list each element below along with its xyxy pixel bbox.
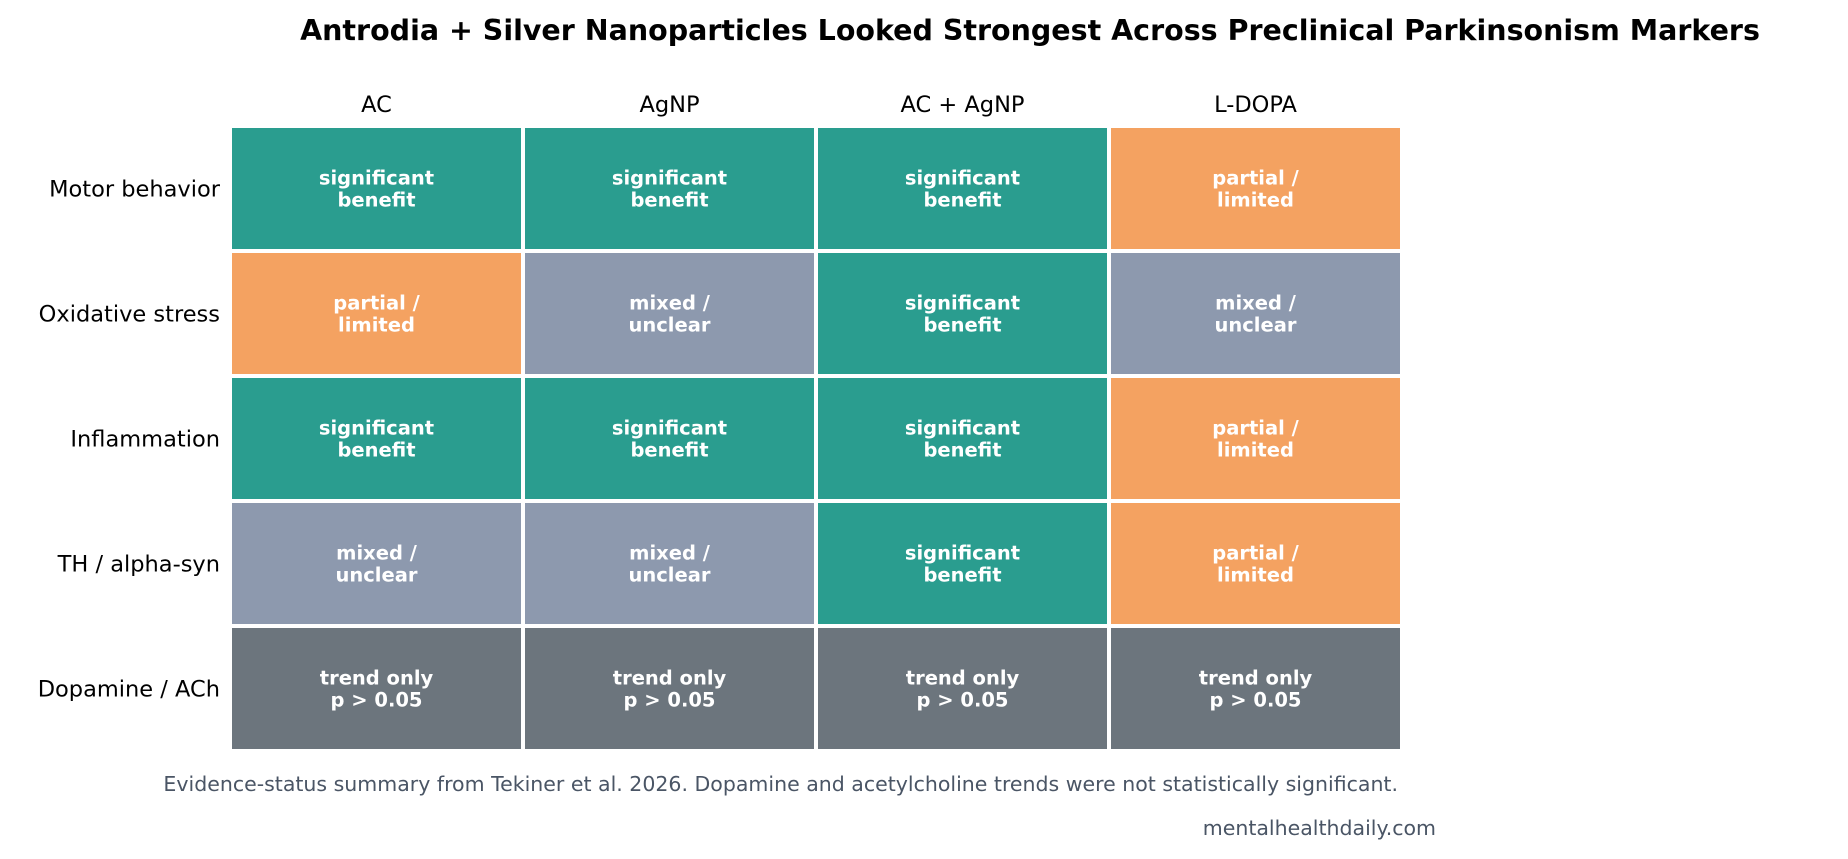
cell-label: trend only p > 0.05: [320, 667, 434, 712]
column-labels: AC AgNP AC + AgNP L-DOPA: [361, 92, 1297, 118]
cell-label: significant benefit: [319, 417, 434, 462]
chart-title: Antrodia + Silver Nanoparticles Looked S…: [300, 14, 1760, 47]
cell-label: significant benefit: [905, 542, 1020, 587]
cell-label: mixed / unclear: [1214, 292, 1296, 337]
heatmap-cell: [232, 628, 521, 749]
row-label: Inflammation: [70, 427, 220, 453]
heatmap-cell: [818, 378, 1107, 499]
heatmap-cell: [232, 503, 521, 624]
cell-label: partial / limited: [1212, 167, 1299, 212]
row-label: TH / alpha-syn: [57, 552, 220, 578]
cell-label: mixed / unclear: [628, 292, 710, 337]
cell-label: significant benefit: [905, 417, 1020, 462]
heatmap-cell: [818, 128, 1107, 249]
cell-label: partial / limited: [333, 292, 420, 337]
cell-label: mixed / unclear: [335, 542, 417, 587]
column-label: AC + AgNP: [901, 92, 1025, 118]
heatmap-cell: [1111, 378, 1400, 499]
heatmap-cell: [525, 128, 814, 249]
heatmap-chart: AC AgNP AC + AgNP L-DOPA Motor behavior Oxid…: [38, 92, 1400, 749]
cell-label: trend only p > 0.05: [906, 667, 1020, 712]
source-credit: mentalhealthdaily.com: [1202, 816, 1436, 840]
cell-label: trend only p > 0.05: [613, 667, 727, 712]
column-label: AgNP: [639, 92, 699, 118]
heatmap-cell: [232, 128, 521, 249]
heatmap-cell: [525, 378, 814, 499]
heatmap-cell: [818, 253, 1107, 374]
heatmap-cell: [1111, 253, 1400, 374]
row-label: Oxidative stress: [39, 302, 220, 328]
heatmap-cell: [818, 628, 1107, 749]
cell-label: significant benefit: [612, 417, 727, 462]
heatmap-cell: [232, 253, 521, 374]
cell-label: significant benefit: [319, 167, 434, 212]
cell-label: significant benefit: [905, 292, 1020, 337]
cell-label: partial / limited: [1212, 417, 1299, 462]
cell-label: significant benefit: [905, 167, 1020, 212]
heatmap-cell: [525, 253, 814, 374]
cell-label: trend only p > 0.05: [1199, 667, 1313, 712]
row-label: Motor behavior: [49, 177, 221, 203]
row-labels: Motor behavior Oxidative stress Inflammati…: [38, 177, 221, 703]
heatmap-cell: [1111, 128, 1400, 249]
heatmap-cell: [525, 503, 814, 624]
heatmap-cell: [1111, 503, 1400, 624]
column-label: AC: [361, 92, 392, 118]
heatmap-cell: [232, 378, 521, 499]
cell-label: significant benefit: [612, 167, 727, 212]
heatmap-cell: [1111, 628, 1400, 749]
row-label: Dopamine / ACh: [38, 677, 220, 703]
cell-label: partial / limited: [1212, 542, 1299, 587]
footnote: Evidence-status summary from Tekiner et …: [163, 772, 1398, 796]
column-label: L-DOPA: [1214, 92, 1297, 118]
heatmap-cells: significant benefit significant benefit sign…: [232, 128, 1400, 749]
cell-label: mixed / unclear: [628, 542, 710, 587]
heatmap-cell: [818, 503, 1107, 624]
heatmap-cell: [525, 628, 814, 749]
